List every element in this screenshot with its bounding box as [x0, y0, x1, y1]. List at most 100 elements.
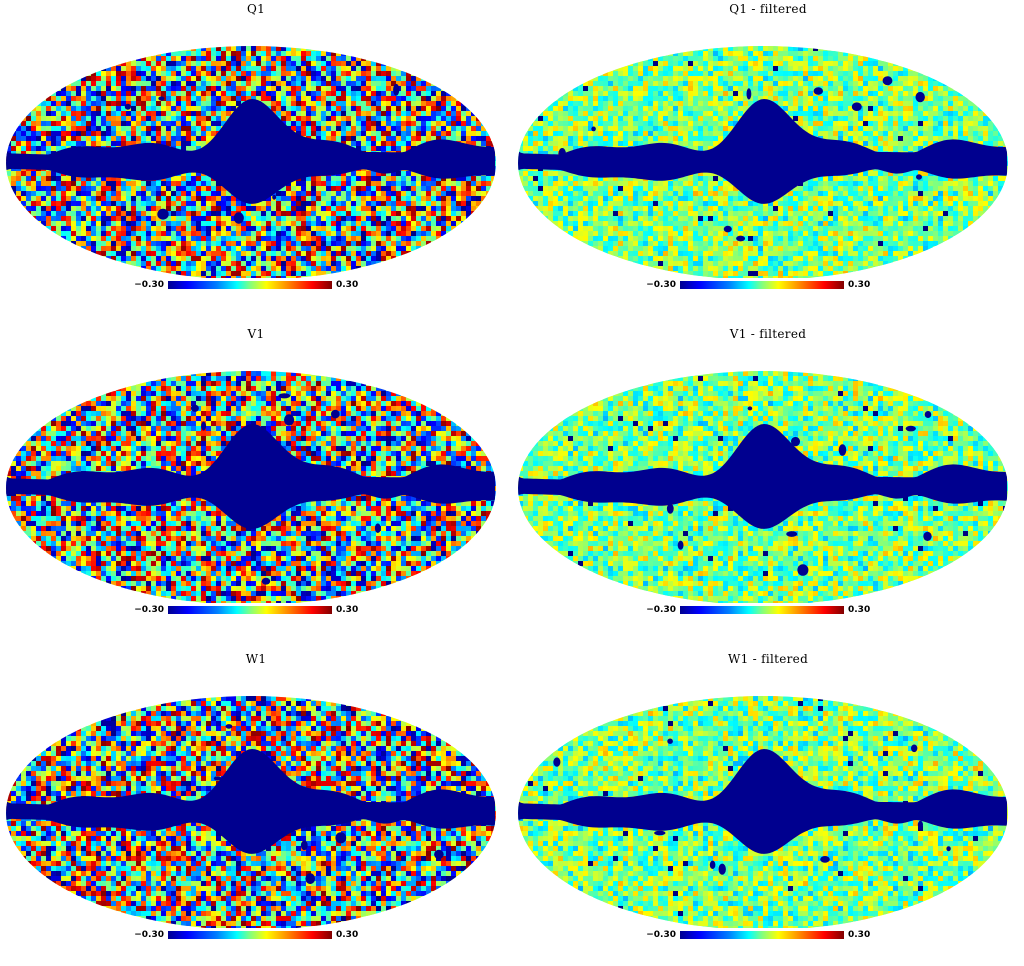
masked-source: [191, 405, 199, 412]
masked-source: [125, 104, 131, 110]
colorbar-gradient: [680, 606, 844, 614]
masked-source: [791, 437, 800, 446]
masked-source: [814, 87, 823, 94]
masked-source: [375, 523, 381, 533]
masked-source: [393, 84, 399, 96]
masked-source: [434, 850, 444, 859]
masked-source: [839, 444, 847, 456]
panel-v1: V1 −0.30 0.30: [0, 325, 512, 641]
colorbar: −0.30 0.30: [0, 279, 512, 293]
sky-map: [0, 347, 512, 603]
masked-source: [678, 541, 684, 550]
masked-source: [569, 407, 574, 413]
colorbar-min-label: −0.30: [132, 279, 164, 291]
masked-source: [234, 212, 244, 223]
masked-source: [883, 76, 893, 85]
panel-title: V1 - filtered: [512, 327, 1024, 341]
panel-w1-filtered: W1 - filtered −0.30 0.30: [512, 650, 1024, 966]
masked-source: [284, 414, 294, 425]
masked-source: [272, 195, 276, 200]
masked-source: [158, 96, 164, 100]
panel-q1: Q1 −0.30 0.30: [0, 0, 512, 316]
masked-source: [925, 411, 932, 418]
masked-source: [262, 578, 270, 585]
panel-title: Q1: [0, 2, 512, 16]
sky-pixels: [6, 46, 496, 278]
masked-source: [335, 832, 346, 843]
sky-pixels: [6, 696, 496, 928]
sky-map: [512, 347, 1024, 603]
masked-source: [916, 174, 922, 179]
colorbar-max-label: 0.30: [848, 279, 888, 291]
colorbar: −0.30 0.30: [512, 279, 1024, 293]
masked-source: [654, 831, 665, 836]
masked-source: [906, 426, 916, 432]
colorbar-gradient: [680, 281, 844, 289]
sky-map: [0, 672, 512, 928]
masked-source: [558, 148, 566, 160]
masked-source: [719, 864, 726, 875]
colorbar: −0.30 0.30: [512, 929, 1024, 943]
colorbar-gradient: [168, 281, 332, 289]
colorbar: −0.30 0.30: [0, 929, 512, 943]
panel-title: V1: [0, 327, 512, 341]
colorbar-gradient: [680, 931, 844, 939]
sky-pixels: [6, 371, 496, 603]
colorbar-min-label: −0.30: [132, 929, 164, 941]
masked-source: [278, 393, 290, 398]
panel-title: W1: [0, 652, 512, 666]
masked-source: [301, 841, 308, 851]
masked-source: [591, 127, 596, 132]
panel-title: W1 - filtered: [512, 652, 1024, 666]
masked-source: [946, 846, 950, 851]
panel-w1: W1 −0.30 0.30: [0, 650, 512, 966]
colorbar-max-label: 0.30: [336, 279, 376, 291]
masked-source: [748, 406, 753, 410]
sky-pixels: [518, 371, 1008, 603]
colorbar-max-label: 0.30: [848, 929, 888, 941]
masked-source: [331, 410, 340, 419]
sky-pixels: [518, 46, 1008, 278]
colorbar-gradient: [168, 931, 332, 939]
masked-source: [786, 531, 797, 537]
colorbar-min-label: −0.30: [644, 604, 676, 616]
panel-q1-filtered: Q1 - filtered −0.30 0.30: [512, 0, 1024, 316]
masked-source: [961, 244, 967, 252]
masked-source: [820, 856, 830, 863]
masked-source: [916, 92, 925, 102]
sky-map: [512, 22, 1024, 278]
panel-title: Q1 - filtered: [512, 2, 1024, 16]
masked-source: [724, 226, 732, 233]
masked-source: [710, 861, 716, 869]
colorbar-min-label: −0.30: [644, 279, 676, 291]
colorbar-max-label: 0.30: [336, 604, 376, 616]
masked-source: [305, 873, 315, 884]
masked-source: [201, 422, 206, 431]
colorbar-min-label: −0.30: [644, 929, 676, 941]
masked-source: [667, 504, 674, 514]
colorbar-gradient: [168, 606, 332, 614]
sky-map: [512, 672, 1024, 928]
masked-source: [736, 236, 745, 242]
masked-source: [667, 739, 673, 744]
colorbar-max-label: 0.30: [336, 929, 376, 941]
colorbar-max-label: 0.30: [848, 604, 888, 616]
sky-map: [0, 22, 512, 278]
masked-source: [852, 102, 862, 111]
masked-source: [918, 821, 923, 829]
panel-v1-filtered: V1 - filtered −0.30 0.30: [512, 325, 1024, 641]
colorbar: −0.30 0.30: [0, 604, 512, 618]
masked-source: [553, 757, 560, 766]
masked-source: [911, 745, 917, 753]
masked-source: [797, 564, 808, 576]
masked-source: [747, 88, 752, 99]
sky-pixels: [518, 696, 1008, 928]
masked-source: [566, 393, 577, 403]
masked-source: [226, 724, 233, 729]
masked-source: [157, 209, 168, 220]
colorbar-min-label: −0.30: [132, 604, 164, 616]
masked-source: [923, 532, 931, 541]
colorbar: −0.30 0.30: [512, 604, 1024, 618]
masked-source: [214, 776, 222, 780]
